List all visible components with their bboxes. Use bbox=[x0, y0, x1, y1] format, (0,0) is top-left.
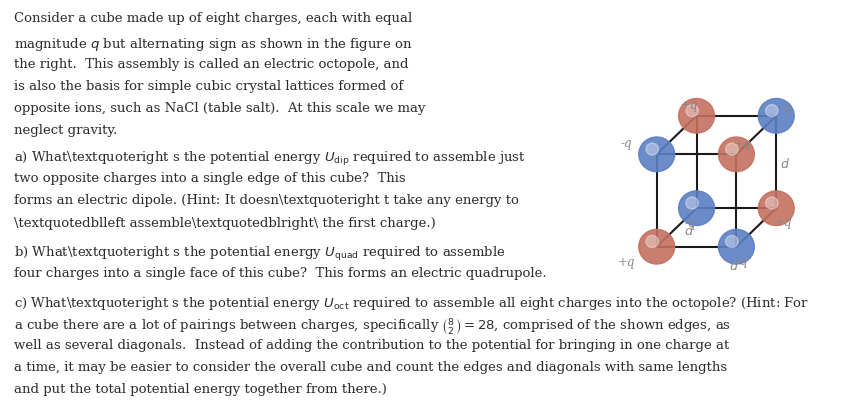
Circle shape bbox=[758, 99, 795, 133]
Text: +q: +q bbox=[681, 99, 698, 111]
Text: -q: -q bbox=[779, 101, 791, 115]
Text: a time, it may be easier to consider the overall cube and count the edges and di: a time, it may be easier to consider the… bbox=[14, 361, 727, 374]
Circle shape bbox=[678, 99, 715, 133]
Text: $d$: $d$ bbox=[729, 259, 739, 273]
Text: \textquotedblleft assemble\textquotedblright\ the first charge.): \textquotedblleft assemble\textquotedblr… bbox=[14, 217, 436, 229]
Text: c) What\textquoteright s the potential energy $U_\mathrm{oct}$ required to assem: c) What\textquoteright s the potential e… bbox=[14, 295, 809, 312]
Circle shape bbox=[718, 137, 755, 172]
Circle shape bbox=[678, 191, 715, 225]
Circle shape bbox=[758, 191, 795, 225]
Circle shape bbox=[718, 229, 755, 264]
Text: +q: +q bbox=[618, 255, 635, 269]
Text: well as several diagonals.  Instead of adding the contribution to the potential : well as several diagonals. Instead of ad… bbox=[14, 339, 729, 352]
Circle shape bbox=[646, 235, 659, 247]
Text: -q: -q bbox=[737, 255, 748, 268]
Text: four charges into a single face of this cube?  This forms an electric quadrupole: four charges into a single face of this … bbox=[14, 267, 546, 279]
Text: +q: +q bbox=[775, 216, 792, 229]
Circle shape bbox=[686, 105, 699, 117]
Circle shape bbox=[646, 143, 659, 155]
Circle shape bbox=[639, 137, 675, 172]
Circle shape bbox=[726, 143, 739, 155]
Text: Consider a cube made up of eight charges, each with equal: Consider a cube made up of eight charges… bbox=[14, 12, 412, 25]
Circle shape bbox=[726, 235, 739, 247]
Text: two opposite charges into a single edge of this cube?  This: two opposite charges into a single edge … bbox=[14, 172, 405, 185]
Text: and put the total potential energy together from there.): and put the total potential energy toget… bbox=[14, 383, 387, 396]
Circle shape bbox=[766, 197, 778, 209]
Text: $d$: $d$ bbox=[780, 157, 790, 171]
Text: neglect gravity.: neglect gravity. bbox=[14, 124, 117, 137]
Text: magnitude $q$ but alternating sign as shown in the figure on: magnitude $q$ but alternating sign as sh… bbox=[14, 36, 412, 53]
Circle shape bbox=[766, 105, 778, 117]
Text: is also the basis for simple cubic crystal lattices formed of: is also the basis for simple cubic cryst… bbox=[14, 80, 403, 93]
Text: the right.  This assembly is called an electric octopole, and: the right. This assembly is called an el… bbox=[14, 58, 408, 71]
Text: forms an electric dipole. (Hint: It doesn\textquoteright t take any energy to: forms an electric dipole. (Hint: It does… bbox=[14, 194, 519, 207]
Text: a) What\textquoteright s the potential energy $U_\mathrm{dip}$ required to assem: a) What\textquoteright s the potential e… bbox=[14, 150, 526, 168]
Text: b) What\textquoteright s the potential energy $U_\mathrm{quad}$ required to asse: b) What\textquoteright s the potential e… bbox=[14, 245, 505, 263]
Circle shape bbox=[639, 229, 675, 264]
Text: +q: +q bbox=[734, 138, 751, 151]
Text: opposite ions, such as NaCl (table salt).  At this scale we may: opposite ions, such as NaCl (table salt)… bbox=[14, 102, 425, 115]
Text: a cube there are a lot of pairings between charges, specifically $\binom{8}{2} =: a cube there are a lot of pairings betwe… bbox=[14, 317, 731, 338]
Text: $d$: $d$ bbox=[683, 224, 694, 238]
Circle shape bbox=[686, 197, 699, 209]
Text: -q: -q bbox=[685, 217, 696, 230]
Text: -q: -q bbox=[621, 137, 633, 150]
